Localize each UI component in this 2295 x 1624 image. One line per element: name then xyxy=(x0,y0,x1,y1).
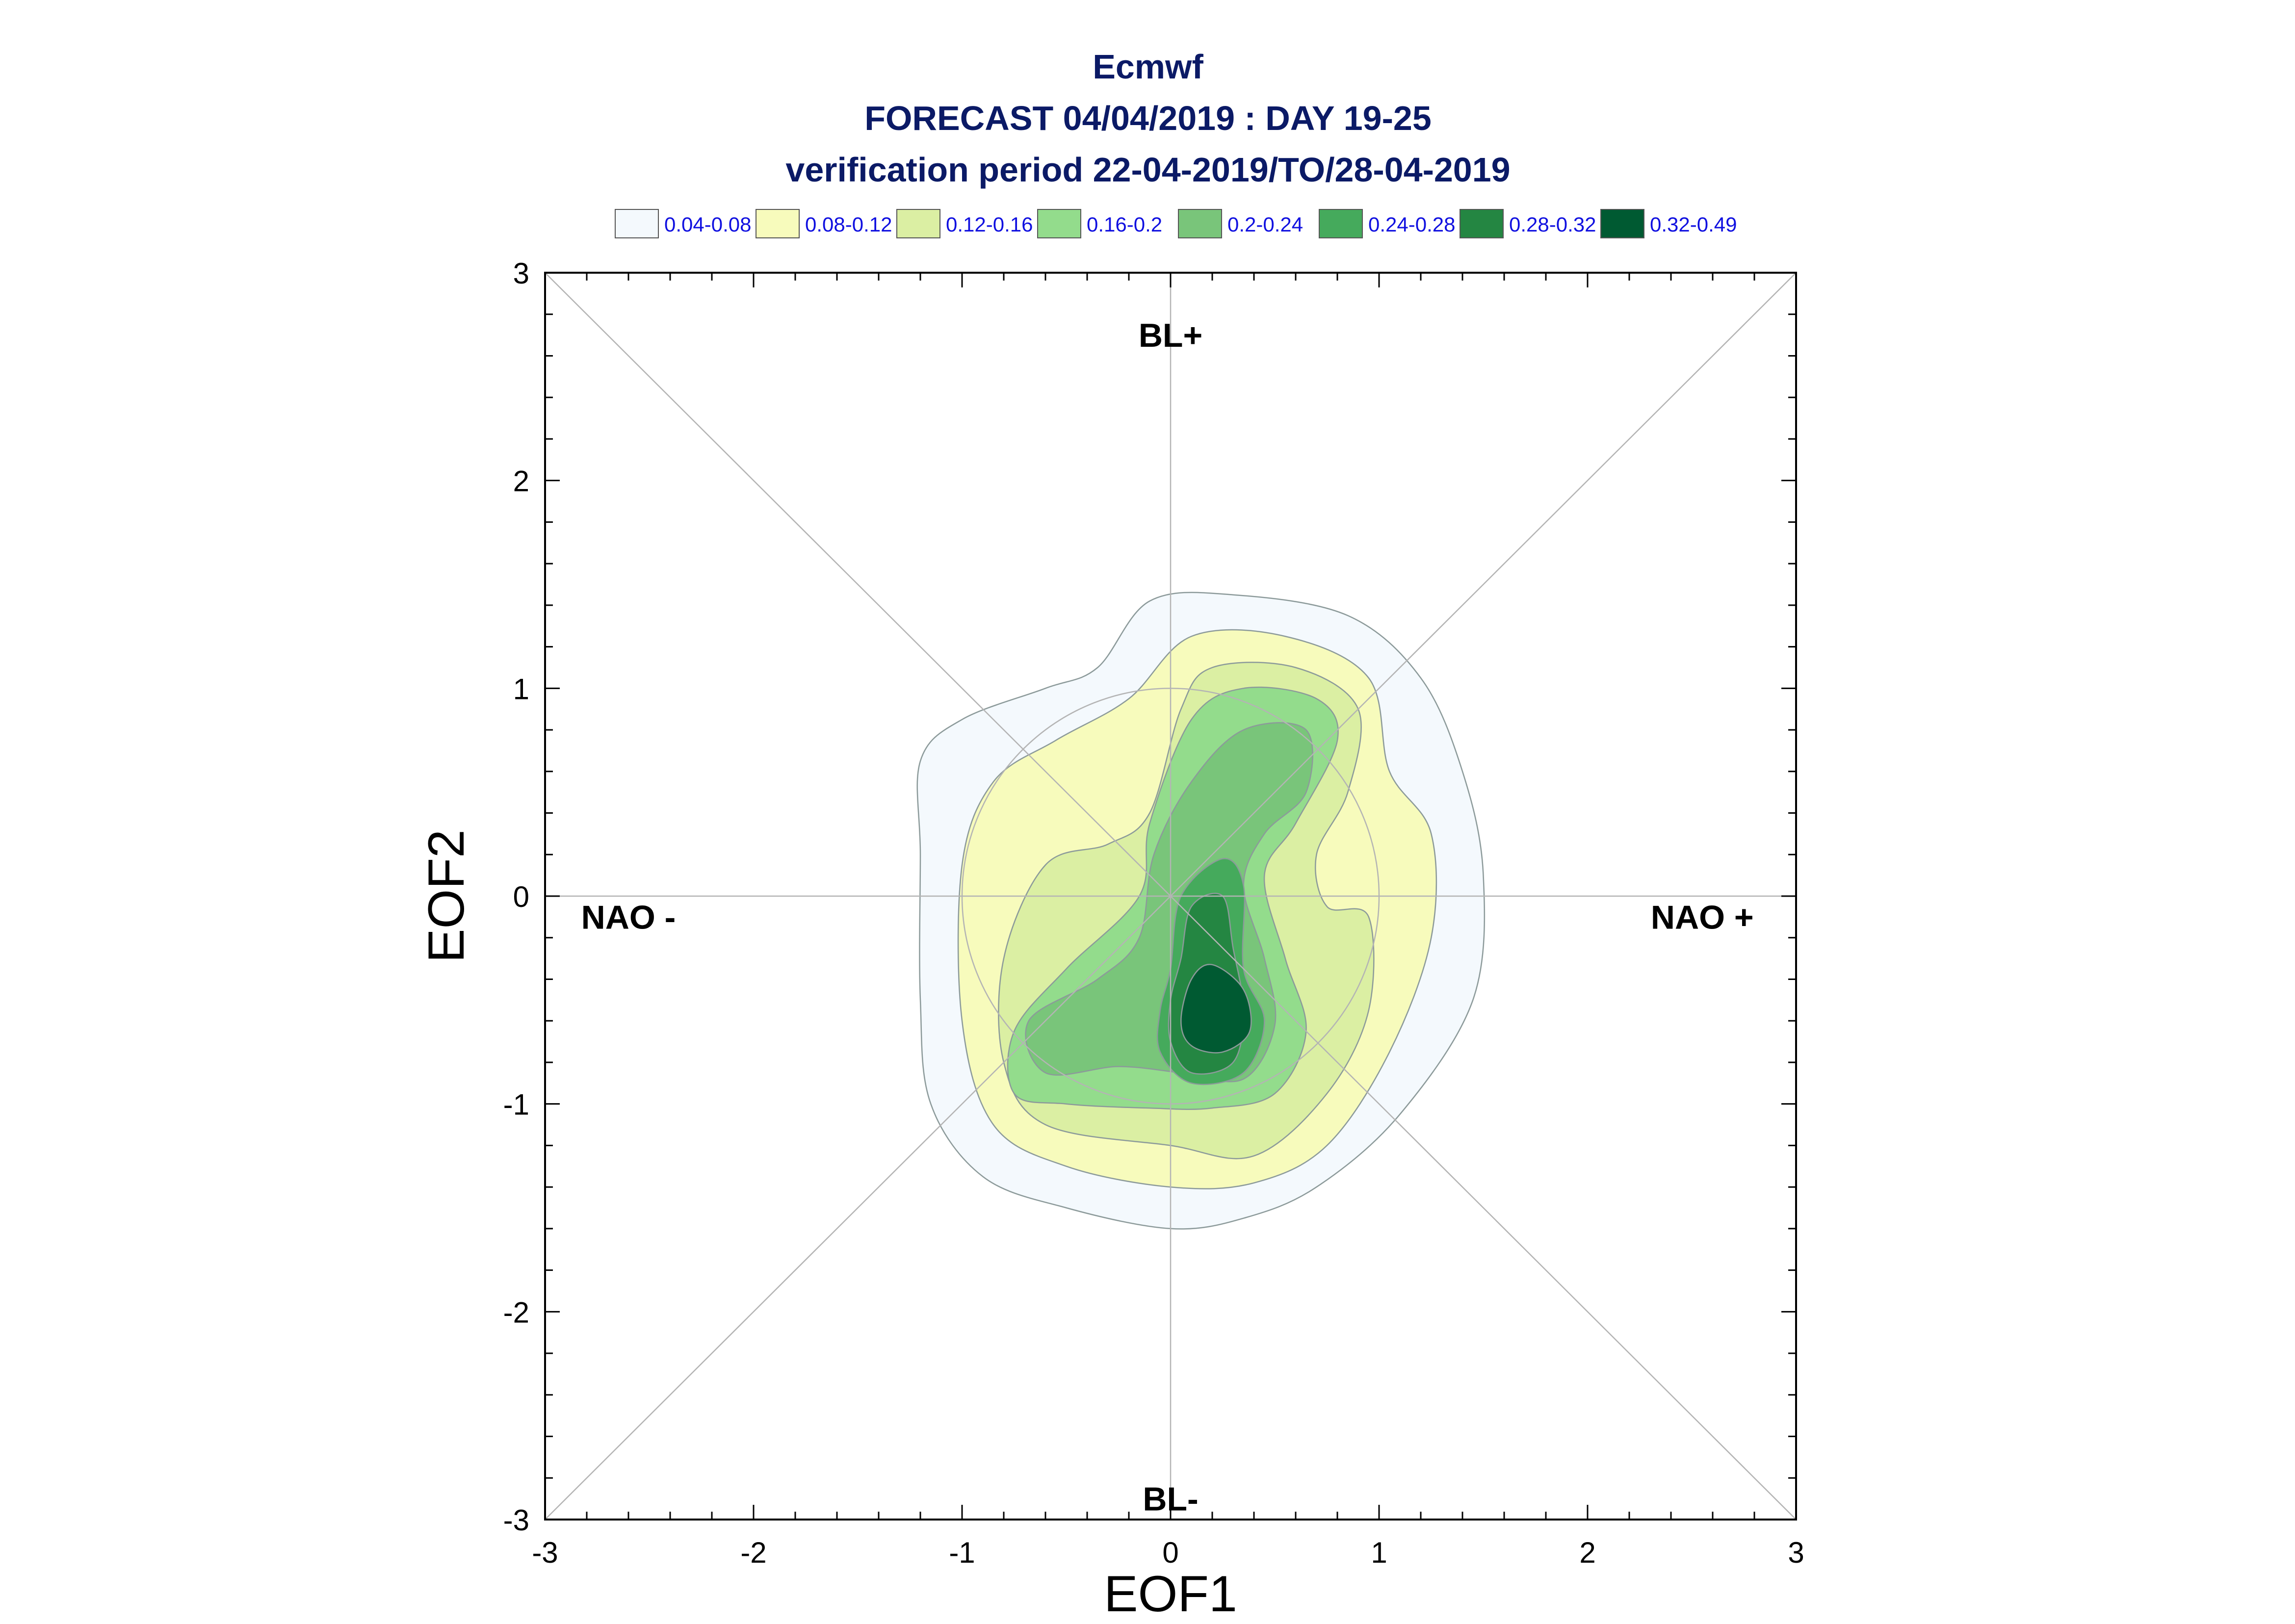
x-tick-label: 2 xyxy=(1579,1536,1595,1569)
axis-ticks: -3 -2 -1 0 1 2 3 -3 -2 -1 0 1 2 3 xyxy=(503,257,1804,1569)
x-tick-label: 1 xyxy=(1371,1536,1387,1569)
legend-label: 0.04-0.08 xyxy=(664,213,751,236)
title-line: FORECAST 04/04/2019 : DAY 19-25 xyxy=(864,99,1432,137)
legend-swatch xyxy=(1600,209,1644,238)
x-axis-title: EOF1 xyxy=(1104,1566,1237,1623)
y-axis-title: EOF2 xyxy=(418,829,475,963)
y-tick-label: 0 xyxy=(513,880,529,913)
x-tick-label: 3 xyxy=(1788,1536,1804,1569)
contour-level-8 xyxy=(1180,964,1252,1054)
y-tick-label: -2 xyxy=(503,1296,529,1329)
legend-swatch xyxy=(1319,209,1363,238)
y-tick-label: 3 xyxy=(513,257,529,290)
legend-swatch xyxy=(615,209,659,238)
legend-label: 0.08-0.12 xyxy=(805,213,892,236)
legend-label: 0.32-0.49 xyxy=(1650,213,1737,236)
legend-swatch xyxy=(1037,209,1081,238)
density-contours xyxy=(916,592,1486,1230)
y-tick-label: 2 xyxy=(513,465,529,498)
unit-circle xyxy=(961,688,1380,1105)
legend-label: 0.24-0.28 xyxy=(1368,213,1455,236)
x-tick-label: -1 xyxy=(949,1536,975,1569)
reference-lines xyxy=(545,273,1796,1520)
regime-label: BL+ xyxy=(1139,317,1202,354)
legend: 0.04-0.08 0.08-0.12 0.12-0.16 0.16-0.2 0.2-0… xyxy=(615,209,1737,238)
regime-labels: BL+ BL- NAO - NAO + xyxy=(581,317,1754,1518)
x-tick-label: -3 xyxy=(532,1536,558,1569)
y-tick-label: 1 xyxy=(513,672,529,705)
title-line: verification period 22-04-2019/TO/28-04-… xyxy=(785,151,1510,189)
title-line: Ecmwf xyxy=(1093,48,1203,86)
legend-label: 0.2-0.24 xyxy=(1227,213,1303,236)
chart-title: Ecmwf FORECAST 04/04/2019 : DAY 19-25 veri… xyxy=(785,48,1510,189)
legend-label: 0.28-0.32 xyxy=(1509,213,1596,236)
legend-swatch xyxy=(756,209,800,238)
legend-label: 0.12-0.16 xyxy=(946,213,1033,236)
regime-label: NAO + xyxy=(1651,899,1754,936)
x-tick-label: 0 xyxy=(1162,1536,1178,1569)
regime-label: NAO - xyxy=(581,899,676,936)
y-tick-label: -1 xyxy=(503,1088,529,1121)
legend-swatch xyxy=(1178,209,1222,238)
legend-label: 0.16-0.2 xyxy=(1087,213,1162,236)
regime-label: BL- xyxy=(1143,1481,1198,1518)
legend-swatch xyxy=(1460,209,1504,238)
x-tick-label: -2 xyxy=(740,1536,766,1569)
y-tick-label: -3 xyxy=(503,1504,529,1537)
legend-swatch xyxy=(896,209,940,238)
